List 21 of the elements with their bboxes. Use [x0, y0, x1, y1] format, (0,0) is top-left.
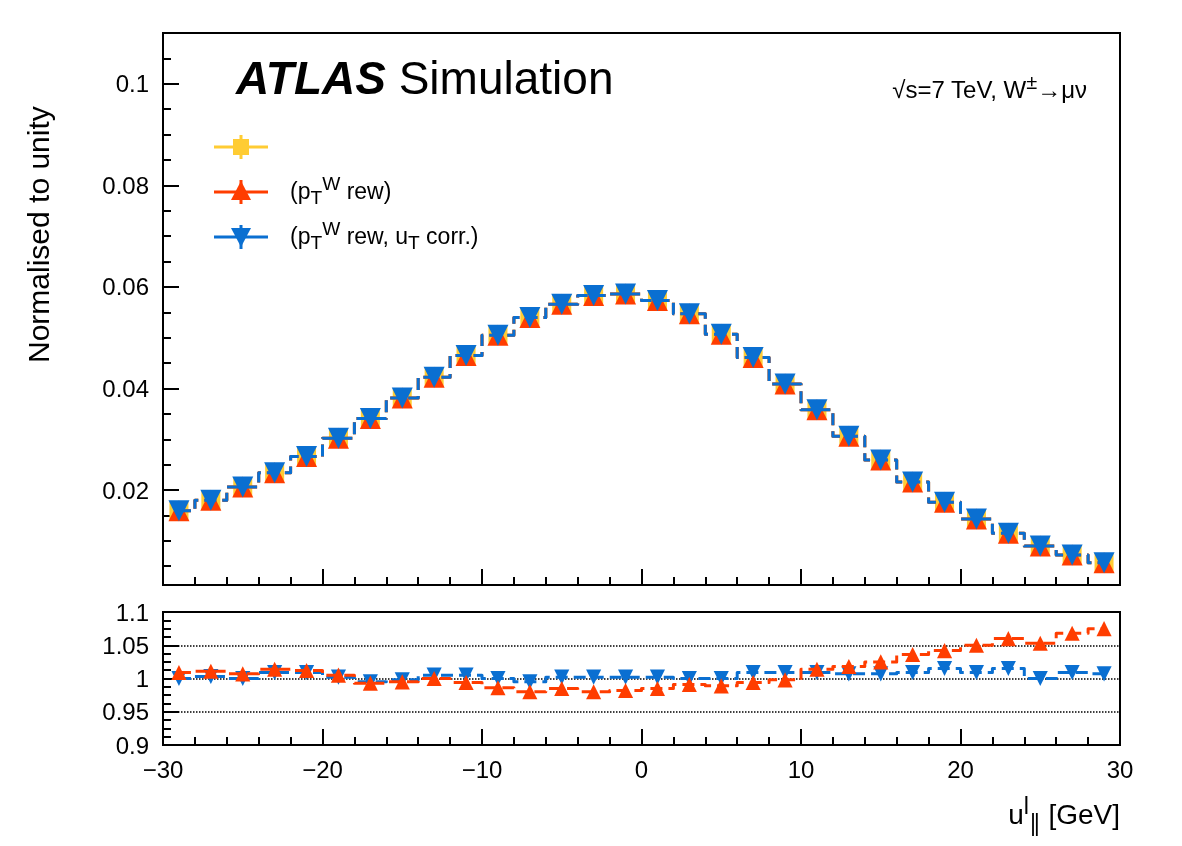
x-tick-label: −20 — [302, 755, 343, 783]
legend-label: (p$_{T}$$^{W}$ rew) — [290, 173, 392, 210]
x-tick-label: −10 — [461, 755, 503, 783]
x-tick-label: 0 — [634, 755, 649, 783]
y-tick-label: 1.05 — [102, 631, 149, 659]
annotation: √s=7 TeV, W$^{±}$→μν — [892, 71, 1087, 104]
y-tick-label: 0.08 — [102, 171, 149, 199]
x-axis-title: u$^{l}$$_{∥}$ [GeV] — [1008, 793, 1120, 837]
x-tick-label: 20 — [947, 755, 974, 783]
y-tick-label: 1 — [135, 665, 149, 692]
y-tick-label: 0.06 — [102, 273, 149, 301]
y-tick-label: 0.02 — [102, 476, 149, 504]
y-tick-label: 0.1 — [115, 70, 149, 98]
y-tick-label: 1.1 — [115, 598, 149, 626]
x-tick-label: 10 — [787, 755, 815, 783]
chart-title: ATLAS Simulation — [236, 52, 614, 104]
y-axis-title: Normalised to unity — [22, 106, 56, 363]
y-tick-label: 0.95 — [102, 698, 149, 726]
y-tick-label: 0.04 — [102, 374, 149, 402]
legend-label: (p$_{T}$$^{W}$ rew, u$_{T}$ corr.) — [290, 218, 479, 255]
x-tick-label: 30 — [1106, 755, 1134, 783]
